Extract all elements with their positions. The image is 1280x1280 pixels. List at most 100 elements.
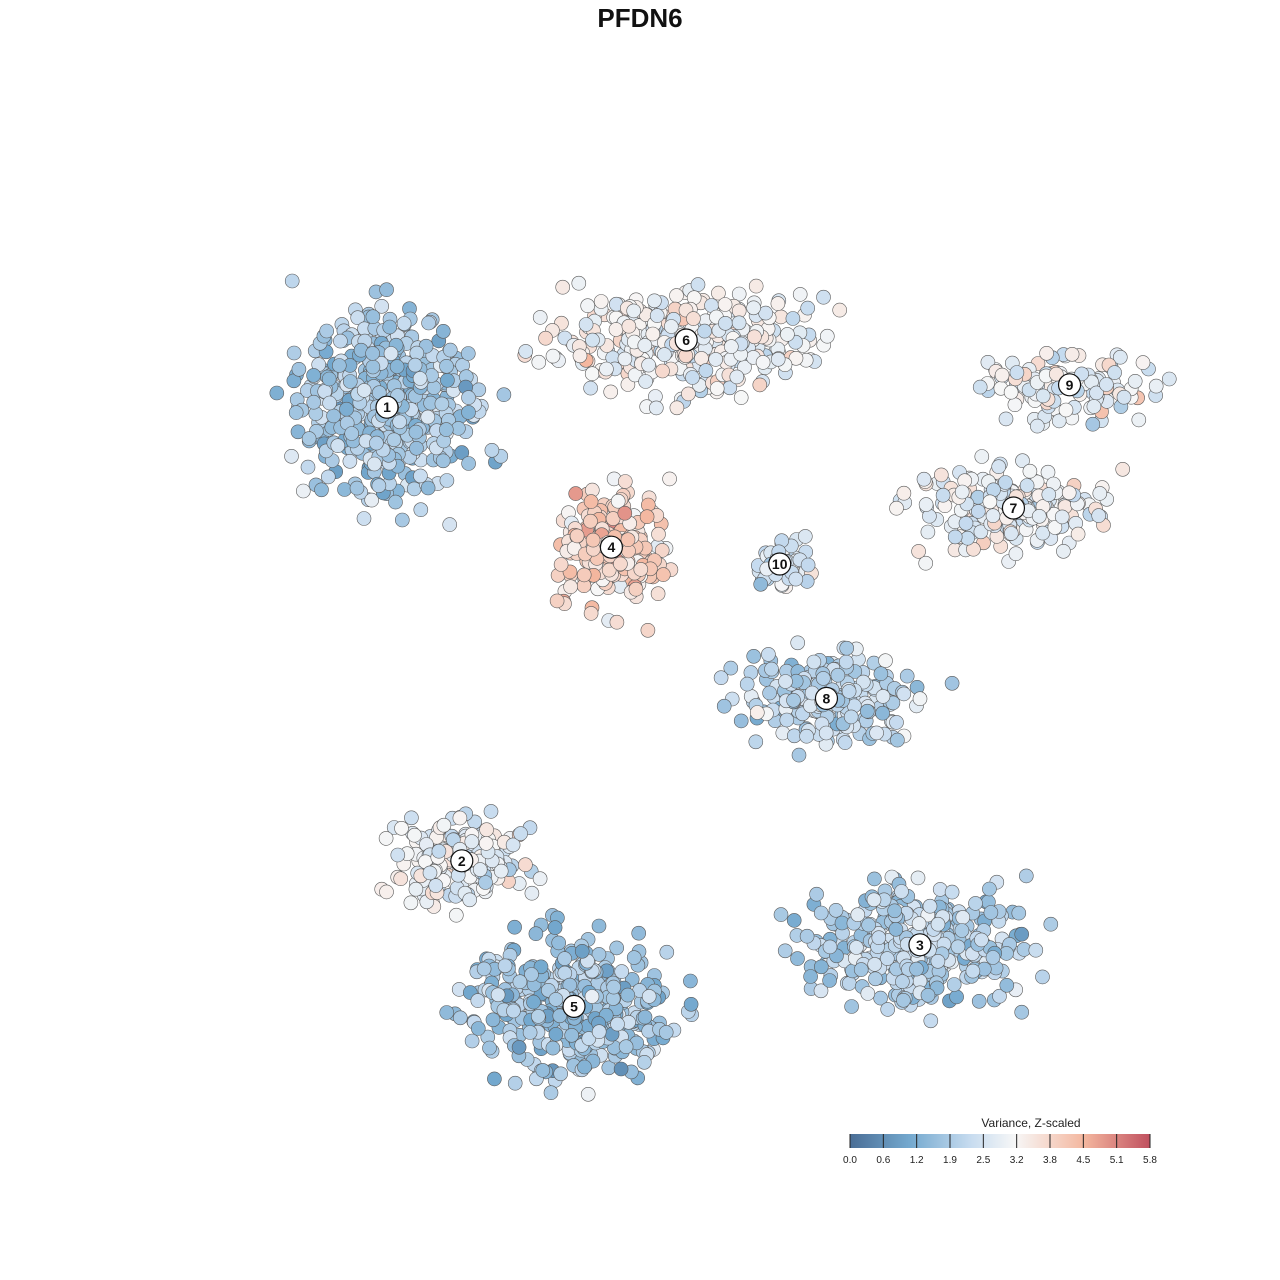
cell-point: [300, 459, 316, 475]
cell-point: [420, 409, 436, 425]
cell-point: [284, 448, 299, 464]
cell-point: [388, 494, 403, 510]
cell-point: [839, 640, 855, 656]
cell-point: [973, 524, 989, 540]
cell-point: [394, 820, 409, 836]
cell-point: [392, 414, 407, 430]
cell-point: [761, 647, 776, 662]
cell-point: [770, 351, 786, 367]
cell-point: [844, 999, 859, 1014]
cell-point: [577, 1059, 592, 1075]
legend-tick-label: 0.6: [876, 1155, 890, 1166]
cell-point: [1085, 416, 1101, 432]
cell-point: [911, 544, 926, 559]
cell-point: [290, 424, 306, 440]
cell-point: [683, 973, 698, 989]
cell-point: [752, 377, 768, 393]
cell-point: [288, 405, 304, 420]
cell-point: [785, 311, 801, 326]
cell-point: [694, 351, 709, 366]
cell-point: [861, 917, 876, 933]
cell-point: [875, 689, 891, 704]
cell-point: [873, 666, 889, 682]
cell-point: [636, 1055, 652, 1070]
cell-point: [460, 346, 476, 361]
cell-point: [462, 892, 478, 908]
cell-point: [685, 370, 700, 385]
cell-point: [533, 959, 549, 975]
cell-point: [746, 648, 762, 664]
cell-point: [628, 581, 644, 597]
cell-point: [349, 480, 365, 496]
cell-point: [564, 1028, 580, 1043]
cell-point: [295, 483, 311, 499]
cell-point: [606, 979, 622, 995]
cell-point: [493, 863, 509, 879]
cell-point: [753, 576, 769, 592]
cell-point: [448, 907, 464, 923]
cell-point: [894, 884, 909, 899]
cell-point: [420, 480, 436, 496]
cell-point: [878, 653, 893, 669]
cell-point: [639, 509, 655, 525]
cell-point: [518, 344, 534, 359]
cell-point: [935, 487, 951, 503]
cell-point: [583, 513, 598, 529]
cluster-label-text: 7: [1010, 500, 1018, 516]
cell-point: [920, 987, 936, 1003]
cell-point: [620, 532, 636, 548]
cell-point: [799, 928, 815, 944]
cell-point: [816, 289, 831, 305]
cell-point: [910, 870, 926, 886]
cell-point: [809, 886, 824, 902]
cell-point: [815, 671, 831, 686]
cell-point: [365, 359, 381, 375]
cell-point: [551, 935, 567, 951]
cell-point: [409, 440, 424, 456]
cell-point: [367, 456, 382, 472]
cell-point: [461, 405, 476, 420]
legend-tick-label: 3.2: [1010, 1155, 1024, 1166]
cell-point: [439, 1005, 455, 1020]
cell-point: [1003, 384, 1019, 400]
cell-point: [822, 939, 838, 955]
cell-point: [482, 1040, 497, 1056]
cell-point: [717, 297, 733, 312]
cell-point: [649, 308, 665, 323]
cell-point: [819, 328, 835, 344]
cell-point: [470, 993, 486, 1008]
cluster-labels: 1 2 3 4 5 6 7 8 9 10: [375, 328, 1082, 1019]
cell-point: [350, 310, 366, 326]
cell-point: [778, 674, 793, 689]
cell-point: [813, 959, 829, 975]
cluster-label-text: 10: [772, 556, 788, 572]
cell-point: [591, 1024, 607, 1039]
cluster-label-6: 6: [674, 328, 698, 352]
cell-point: [999, 977, 1015, 993]
cell-point: [655, 363, 670, 379]
cell-point: [452, 1010, 468, 1026]
cell-point: [407, 827, 422, 843]
cell-point: [379, 282, 394, 298]
cell-point: [580, 298, 596, 314]
cell-point: [965, 963, 981, 979]
cell-point: [518, 857, 533, 873]
cell-point: [731, 315, 747, 331]
cell-point: [412, 371, 428, 386]
cell-point: [800, 300, 816, 316]
cell-point: [569, 528, 585, 544]
cell-point: [954, 923, 970, 938]
cell-point: [912, 691, 928, 707]
cell-point: [436, 817, 452, 833]
cell-point: [762, 685, 777, 701]
cell-point: [718, 315, 733, 331]
cell-point: [591, 918, 607, 934]
cell-point: [431, 843, 447, 859]
cell-point: [1049, 366, 1064, 382]
cell-point: [918, 555, 934, 571]
cell-point: [1009, 365, 1025, 380]
cell-point: [552, 1008, 568, 1024]
cell-point: [483, 804, 499, 819]
cell-point: [618, 1039, 634, 1054]
